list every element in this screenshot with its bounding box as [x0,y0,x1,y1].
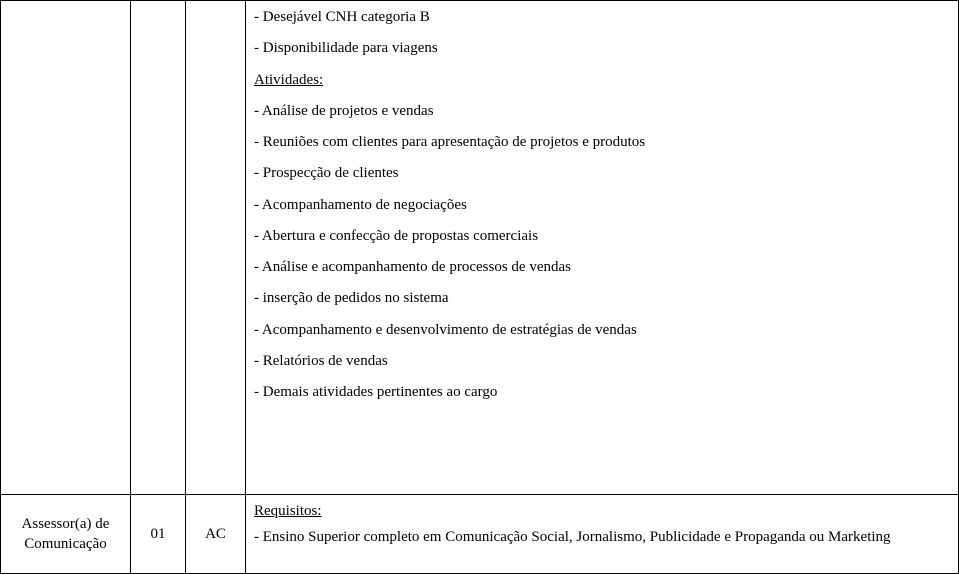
table-row: - Desejável CNH categoria B - Disponibil… [1,1,959,495]
cell-qty-top [131,1,186,495]
document-table: - Desejável CNH categoria B - Disponibil… [0,0,959,574]
content-line: - Demais atividades pertinentes ao cargo [254,382,950,402]
content-line: - Análise e acompanhamento de processos … [254,257,950,277]
content-line: - Relatórios de vendas [254,351,950,371]
document-page: - Desejável CNH categoria B - Disponibil… [0,0,959,574]
content-line: - Acompanhamento de negociações [254,195,950,215]
table-row: Assessor(a) de Comunicação 01 AC Requisi… [1,494,959,573]
content-list-bottom: Requisitos: - Ensino Superior completo e… [254,501,950,548]
content-list-top: - Desejável CNH categoria B - Disponibil… [254,7,950,402]
cell-qty-bottom: 01 [131,494,186,573]
content-line: - Análise de projetos e vendas [254,101,950,121]
section-heading-requisitos: Requisitos: [254,501,950,521]
content-line: - Ensino Superior completo em Comunicaçã… [254,527,950,547]
cell-code-top [186,1,246,495]
content-line: - Abertura e confecção de propostas come… [254,226,950,246]
section-heading-atividades: Atividades: [254,70,950,90]
content-line: - Prospecção de clientes [254,163,950,183]
cell-code-bottom: AC [186,494,246,573]
content-line: - Disponibilidade para viagens [254,38,950,58]
content-line: - Acompanhamento e desenvolvimento de es… [254,320,950,340]
content-line: - inserção de pedidos no sistema [254,288,950,308]
content-line: - Reuniões com clientes para apresentaçã… [254,132,950,152]
cell-content-top: - Desejável CNH categoria B - Disponibil… [246,1,959,495]
cell-role-bottom: Assessor(a) de Comunicação [1,494,131,573]
content-line: - Desejável CNH categoria B [254,7,950,27]
cell-content-bottom: Requisitos: - Ensino Superior completo e… [246,494,959,573]
cell-role-top [1,1,131,495]
